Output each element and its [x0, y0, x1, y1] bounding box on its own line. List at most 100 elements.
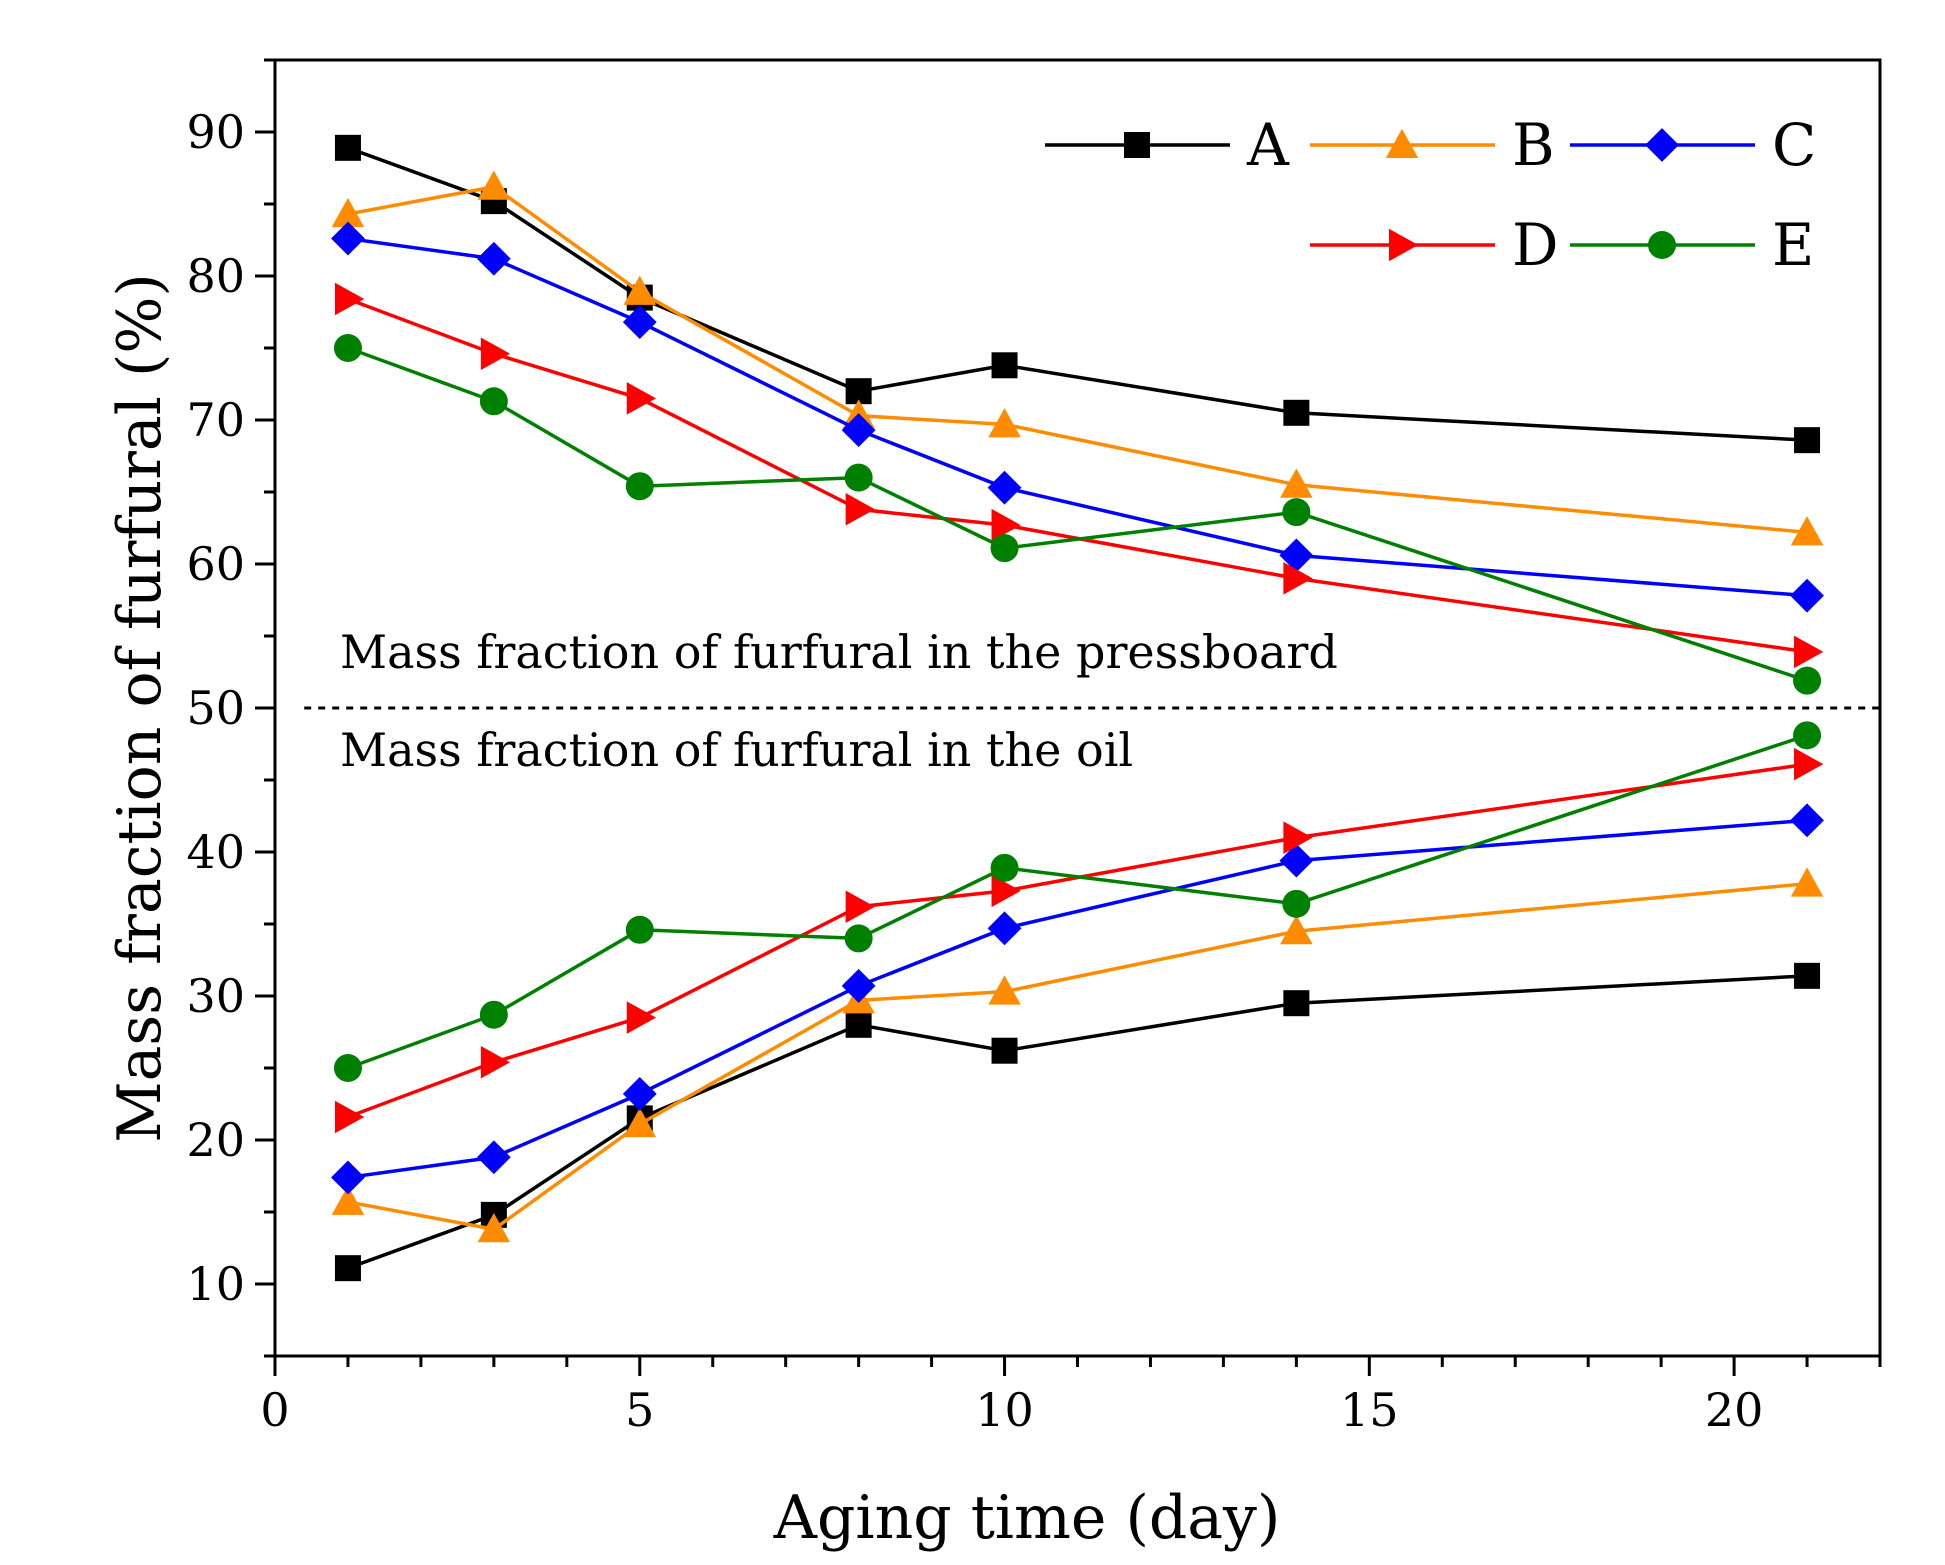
series-e-oil-point: [1793, 721, 1822, 750]
series-d-pressboard-point: [845, 493, 875, 526]
legend-marker-e: [1648, 231, 1676, 259]
series-e-oil-point: [333, 1054, 362, 1082]
series-c-pressboard-point: [622, 305, 657, 339]
series-d-oil-point: [1794, 747, 1824, 781]
series-b-oil-point: [331, 1185, 365, 1215]
series-e-pressboard-point: [625, 472, 654, 501]
series-b-oil-point: [1790, 867, 1824, 897]
legend-marker-d: [1389, 228, 1419, 262]
y-tick-label: 80: [186, 249, 245, 303]
y-tick-label: 30: [186, 969, 245, 1023]
x-axis-ticks: 0 5 10 15 20: [260, 1356, 1882, 1437]
legend-label-a: A: [1246, 111, 1290, 179]
x-tick-label: 20: [1705, 1383, 1764, 1437]
y-tick-label: 20: [186, 1113, 245, 1167]
series-d-oil-point: [845, 890, 875, 923]
x-tick-label: 0: [260, 1383, 289, 1437]
series-e-pressboard: [333, 334, 1822, 695]
legend-item-c: C: [1570, 111, 1816, 179]
series-c-oil-point: [331, 1160, 365, 1195]
series-d-pressboard-point: [626, 382, 657, 415]
series-a-oil-point: [991, 1037, 1018, 1064]
legend-item-e: E: [1570, 211, 1814, 279]
series-c-oil-point: [476, 1140, 511, 1175]
series-b-oil-point: [623, 1107, 657, 1138]
series-b-pressboard-point: [988, 408, 1021, 438]
series-d-oil-point: [626, 1001, 657, 1034]
series-a-oil: [334, 962, 1821, 1282]
series-b-pressboard-point: [477, 170, 511, 200]
series-d-pressboard-point: [991, 508, 1021, 542]
series-b-oil-point: [1280, 914, 1313, 945]
series-e-pressboard-point: [1282, 498, 1311, 527]
legend-label-e: E: [1772, 211, 1814, 279]
series-b-pressboard-point: [331, 197, 365, 228]
series-e-pressboard-point: [479, 387, 508, 416]
y-tick-label: 70: [186, 393, 245, 447]
series-c-oil-point: [1790, 803, 1824, 838]
y-axis-title: Mass fraction of furfural (%): [105, 273, 175, 1143]
legend-marker-a: [1124, 132, 1150, 158]
annotation-pressboard: Mass fraction of furfural in the pressbo…: [340, 625, 1338, 679]
series-e-oil-line: [347, 733, 1808, 1070]
series-c-pressboard-point: [331, 221, 365, 256]
y-tick-label: 10: [186, 1257, 245, 1311]
series-c-pressboard: [331, 221, 1824, 613]
series-a-oil-line: [347, 974, 1808, 1270]
series-d-oil-point: [480, 1045, 511, 1079]
series-b-oil-point: [477, 1213, 511, 1243]
series-b-oil-line: [347, 881, 1808, 1232]
annotation-oil: Mass fraction of furfural in the oil: [340, 723, 1133, 777]
legend-label-d: D: [1512, 211, 1559, 279]
series-e-oil-point: [479, 1000, 508, 1029]
series-d-oil: [334, 747, 1824, 1134]
series-e-oil-point: [1282, 889, 1311, 918]
series-d-oil-point: [334, 1100, 365, 1134]
series-c-pressboard-point: [1790, 578, 1824, 613]
legend-marker-c: [1645, 128, 1679, 162]
series-e-pressboard-point: [333, 334, 362, 362]
series-d-pressboard-point: [1283, 562, 1313, 595]
series-a-oil-point: [1794, 962, 1821, 989]
legend-label-b: B: [1512, 111, 1555, 179]
series-a-pressboard: [334, 134, 1821, 454]
legend-marker-b: [1385, 128, 1419, 158]
x-axis-title: Aging time (day): [773, 1483, 1281, 1553]
series-b-pressboard-point: [623, 275, 657, 305]
series-a-pressboard-point: [1283, 399, 1310, 426]
series-b-oil-point: [988, 975, 1021, 1005]
series-b-pressboard-point: [1280, 468, 1313, 498]
series-c-pressboard-point: [1279, 538, 1314, 573]
series-layer: [331, 134, 1824, 1282]
series-e-pressboard-point: [990, 534, 1019, 563]
legend: A B C D E: [1045, 111, 1816, 279]
series-e-oil-point: [844, 924, 873, 953]
series-e-pressboard-point: [844, 463, 873, 492]
series-a-pressboard-point: [991, 352, 1018, 379]
y-axis-ticks: 10 20 30 40 50 60 70 80 90: [186, 58, 275, 1358]
series-e-oil-point: [625, 915, 654, 944]
series-d-oil-line: [347, 762, 1808, 1119]
legend-item-a: A: [1045, 111, 1290, 179]
series-e-pressboard-point: [1793, 666, 1822, 695]
series-b-pressboard-line: [347, 184, 1808, 535]
series-c-oil-point: [1279, 843, 1314, 878]
series-e-oil-point: [990, 853, 1019, 882]
series-c-oil-point: [987, 911, 1022, 946]
series-d-oil-point: [991, 874, 1021, 908]
series-c-pressboard-point: [987, 470, 1022, 505]
series-c-oil-line: [347, 818, 1808, 1180]
x-tick-label: 5: [625, 1383, 654, 1437]
series-d-pressboard-point: [334, 282, 365, 316]
series-c-oil-point: [841, 969, 876, 1003]
series-c-pressboard-point: [841, 413, 876, 447]
series-b-pressboard-point: [1790, 516, 1824, 546]
series-a-pressboard-line: [347, 146, 1808, 442]
series-a-oil-point: [334, 1255, 361, 1282]
y-tick-label: 40: [186, 825, 245, 879]
series-e-oil: [333, 721, 1822, 1082]
x-tick-label: 15: [1340, 1383, 1399, 1437]
y-tick-label: 60: [186, 537, 245, 591]
series-c-oil: [331, 803, 1824, 1195]
